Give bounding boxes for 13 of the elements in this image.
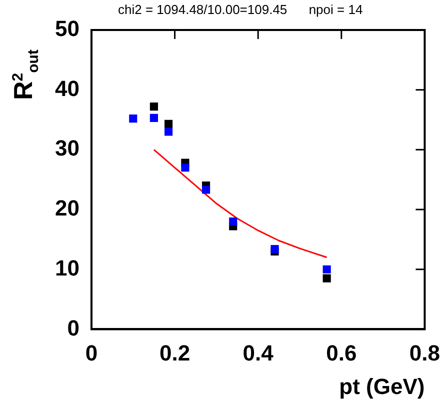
y-tick-label: 30	[54, 136, 80, 161]
y-tick-label: 50	[54, 16, 80, 42]
text: chi2 = 1094.48/10.00=109.45 npoi = 14	[118, 2, 363, 17]
x-axis-title: pt (GeV)	[339, 374, 425, 399]
x-tick-label: 0	[85, 340, 98, 366]
x-tick-label: 0.8	[409, 340, 440, 366]
y-tick-label: 0	[67, 315, 80, 340]
x-tick-label: 0.2	[159, 340, 190, 366]
x-tick-label: 0.6	[326, 340, 357, 366]
y-tick-label: 20	[54, 196, 80, 221]
y-tick-label: 10	[54, 255, 80, 280]
y-tick-label: 40	[54, 76, 80, 101]
x-tick-label: 0.4	[242, 340, 274, 366]
